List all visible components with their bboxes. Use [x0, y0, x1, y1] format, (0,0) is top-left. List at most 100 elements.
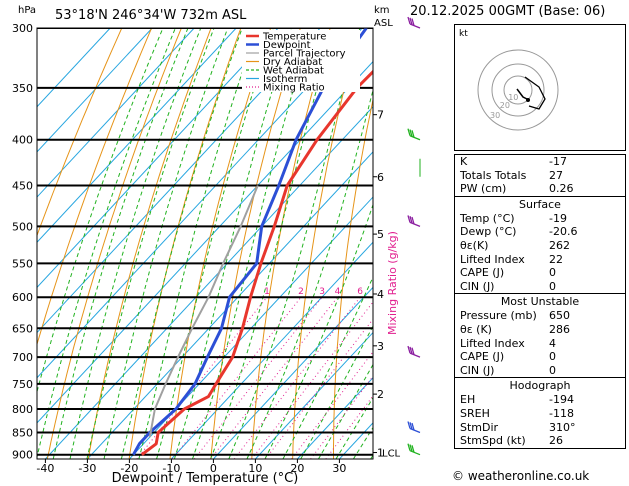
- barb-flag: [407, 215, 411, 223]
- stat-section-title: Hodograph: [455, 377, 625, 393]
- info-panel: 20.12.2025 00GMT (Base: 06) kt 10 20 30 K -1…: [410, 4, 626, 484]
- barb-flag: [409, 422, 413, 430]
- stat-label: EH: [460, 393, 476, 407]
- barb-flag: [411, 422, 415, 431]
- asl-label: ASL: [374, 18, 393, 29]
- stat-label: CIN (J): [460, 363, 495, 377]
- wind-barb: [407, 215, 421, 228]
- km-tick-label: 6: [377, 171, 384, 184]
- stat-row: PW (cm) 0.26: [455, 182, 625, 196]
- stat-label: StmDir: [460, 420, 499, 434]
- dry-adiabat: [251, 28, 331, 459]
- stat-row: Totals Totals 27: [455, 169, 625, 183]
- plot-area: 1 2 3 4 6 8 10 15 20 25: [37, 28, 453, 459]
- wet-adiabat: [120, 28, 243, 459]
- copyright: © weatheronline.co.uk: [452, 469, 590, 483]
- mixing-ratio-label: 20: [427, 287, 439, 297]
- wet-adiabat: [138, 28, 258, 459]
- hodo-ring: [503, 75, 533, 105]
- hodo-ring-label: 30: [490, 111, 500, 120]
- wet-adiabat: [156, 28, 275, 459]
- series-parcel-trajectory: [148, 185, 259, 438]
- hodo-ring: [477, 49, 559, 131]
- isotherm: [37, 28, 195, 198]
- barb-flag: [407, 443, 411, 451]
- hodo-storm-motion: [526, 98, 530, 102]
- stat-row: CAPE (J) 0: [455, 350, 625, 364]
- series-dewpoint: [132, 28, 368, 456]
- stat-section-title: Most Unstable: [455, 293, 625, 309]
- hodo-ring-label: 10: [508, 93, 518, 102]
- pressure-tick: 550: [12, 257, 33, 270]
- stat-section-title: Surface: [455, 195, 625, 212]
- barb-flag: [411, 216, 415, 225]
- pressure-tick: 900: [12, 449, 33, 462]
- stat-label: CIN (J): [460, 279, 495, 293]
- wind-barb: [407, 443, 421, 456]
- stat-row: EH -194: [455, 393, 625, 407]
- stat-row: Pressure (mb) 650: [455, 309, 625, 323]
- mixing-ratio-label: 15: [409, 287, 420, 297]
- run-title: 20.12.2025 00GMT (Base: 06): [410, 4, 606, 19]
- stat-value: -20.6: [549, 225, 578, 239]
- wet-adiabat: [282, 275, 373, 459]
- isotherm: [37, 60, 373, 424]
- mixing-ratio-line: [210, 296, 338, 459]
- dry-adiabat: [128, 28, 242, 459]
- stat-row: K -17: [455, 155, 625, 169]
- wet-adiabat: [86, 28, 215, 459]
- mixing-ratio-label: 3: [319, 287, 325, 297]
- stat-label: SREH: [460, 406, 490, 420]
- mixing-ratio-label: 4: [335, 287, 341, 297]
- x-tick-label: 0: [210, 462, 217, 475]
- legend-entry: Isotherm: [263, 74, 307, 85]
- stat-row: Temp (°C) -19: [455, 212, 625, 226]
- dry-adiabat: [210, 28, 301, 459]
- x-axis-label: Dewpoint / Temperature (°C): [112, 471, 299, 486]
- mixing-ratio-line: [325, 395, 373, 459]
- stat-value: 286: [549, 322, 570, 336]
- x-tick-label: 10: [248, 462, 262, 475]
- stat-value: 22: [549, 252, 563, 266]
- pressure-tick: 800: [12, 403, 33, 416]
- stat-row: Lifted Index 4: [455, 337, 625, 351]
- stat-label: Temp (°C): [460, 211, 515, 225]
- wet-adiabat: [228, 28, 361, 459]
- dry-adiabat: [333, 97, 373, 459]
- isotherm: [255, 331, 373, 459]
- stat-label: CAPE (J): [460, 350, 505, 364]
- mixing-ratio-label: 2: [298, 287, 304, 297]
- wet-adiabat: [300, 324, 373, 459]
- legend-bg: [242, 30, 360, 92]
- wet-adiabat: [37, 28, 164, 394]
- pressure-tick: 650: [12, 322, 33, 335]
- stat-value: 26: [549, 434, 563, 448]
- barb-flag: [407, 421, 411, 429]
- km-tick-label: 1: [377, 447, 384, 460]
- mixing-ratio-line: [265, 318, 373, 459]
- stat-label: PW (cm): [460, 182, 507, 196]
- series-temperature: [140, 69, 373, 456]
- axes: 300350400450500550600650700750800850900-…: [12, 22, 401, 475]
- pressure-tick: 500: [12, 220, 33, 233]
- barb-flag: [411, 18, 415, 26]
- wind-barbs: [407, 16, 421, 456]
- isotherm: [87, 151, 373, 459]
- hodo-ring-label: 20: [500, 101, 510, 110]
- mixing-ratio-label: 25: [442, 287, 453, 297]
- stat-label: Totals Totals: [460, 168, 527, 182]
- isotherm: [37, 28, 153, 153]
- wet-adiabat: [52, 28, 189, 459]
- wind-barb: [407, 16, 421, 29]
- stat-label: CAPE (J): [460, 266, 505, 280]
- isotherm: [129, 196, 373, 459]
- wet-adiabat: [210, 28, 335, 459]
- mixing-ratio-line: [171, 296, 302, 459]
- mixing-ratio-label: Mixing Ratio (g/kg): [386, 231, 399, 335]
- dry-adiabat: [87, 28, 212, 459]
- mixing-ratio-line: [251, 301, 373, 459]
- legend-entry: Parcel Trajectory: [263, 49, 346, 60]
- wet-adiabat: [37, 28, 176, 459]
